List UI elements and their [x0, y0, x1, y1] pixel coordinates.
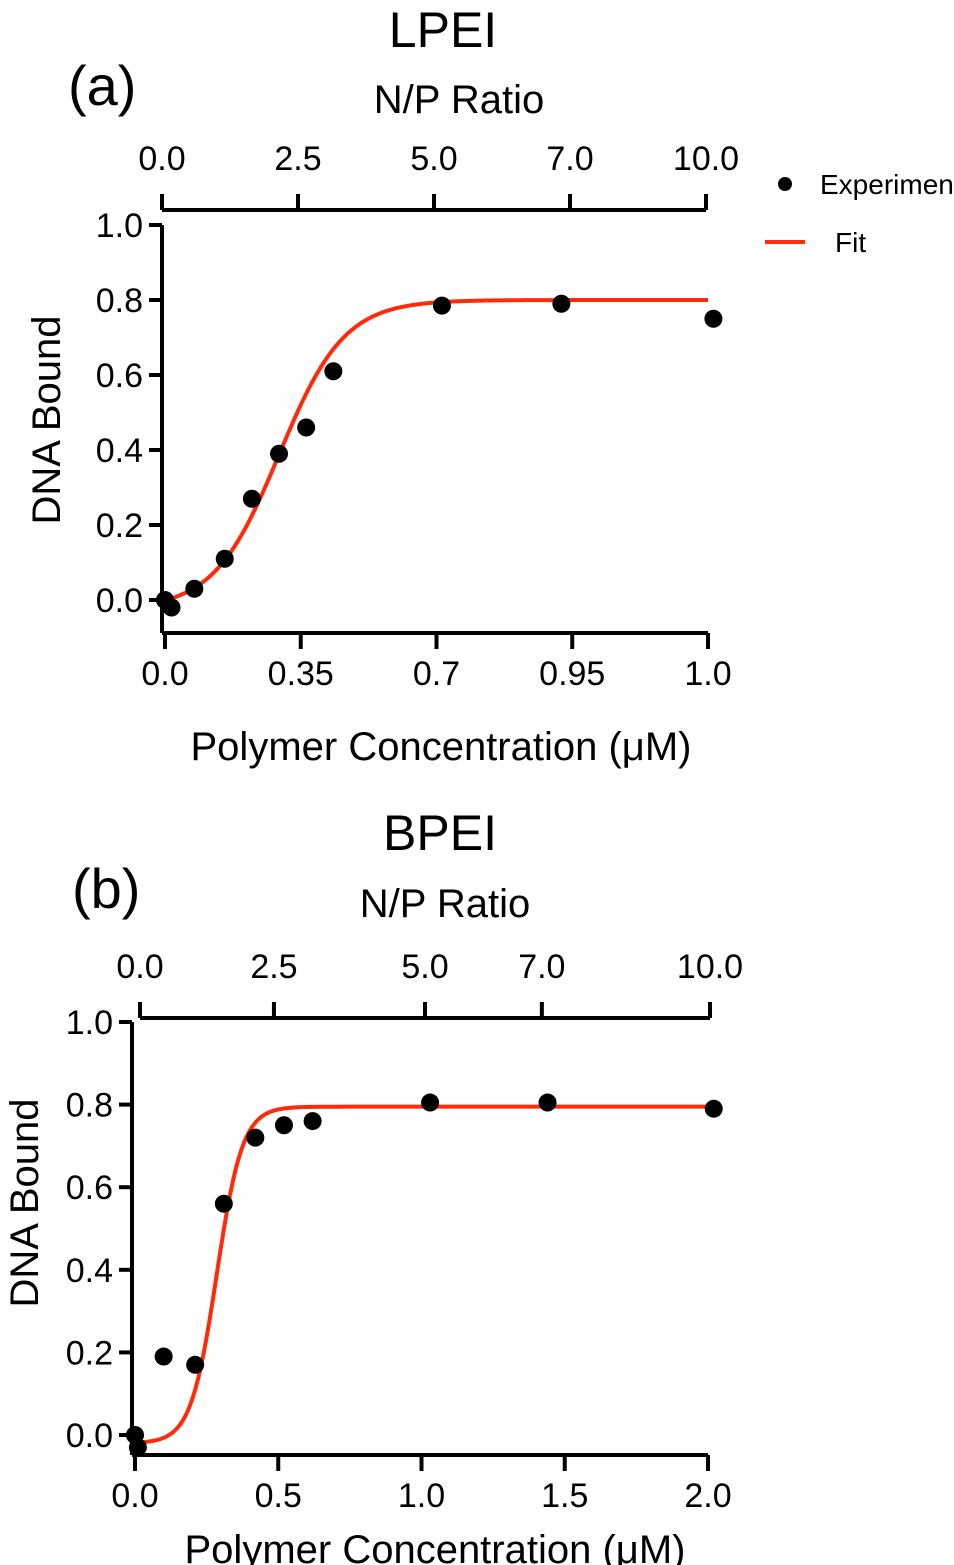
panel-b-label: (b): [72, 857, 140, 920]
panel-a-y-axis-title: DNA Bound: [25, 315, 69, 524]
x-tick-label: 1.0: [684, 655, 731, 693]
legend-fit-label: Fit: [835, 227, 866, 258]
top-tick-label: 0.0: [138, 140, 185, 178]
data-point: [186, 1355, 205, 1374]
x-tick-label: 0.7: [413, 655, 460, 693]
y-tick-label: 0.8: [66, 1087, 113, 1125]
top-tick-label: 0.0: [116, 948, 163, 986]
fit-curve: [164, 298, 708, 603]
x-tick-label: 1.5: [541, 1477, 588, 1515]
y-tick-label: 0.6: [96, 357, 143, 395]
y-tick-label: 1.0: [66, 1004, 113, 1042]
x-tick-label: 0.95: [539, 655, 605, 693]
data-point: [303, 1112, 322, 1131]
panel-a-plot: 0.0 0.2 0.4 0.6 0.8 1.0 0.0 0.35 0.7 0.95 1.0 0.0 2.…: [96, 140, 739, 693]
panel-b-y-axis-title: DNA Bound: [3, 1098, 47, 1307]
panel-a-x-axis-title: Polymer Concentration (μM): [191, 725, 692, 769]
data-point: [128, 1438, 147, 1457]
x-tick-label: 0.0: [141, 655, 188, 693]
panel-b-plot: 0.00.20.40.60.81.00.0 0.5 1.0 1.5 2.00.0 2.5 5…: [66, 948, 743, 1515]
data-point: [324, 362, 343, 381]
top-tick-label: 10.0: [673, 140, 739, 178]
panel-a-label: (a): [68, 54, 136, 117]
data-point: [704, 1099, 723, 1118]
panel-a-title: LPEI: [389, 2, 497, 58]
data-point: [215, 549, 234, 568]
data-point: [297, 418, 316, 437]
top-tick-label: 5.0: [410, 140, 457, 178]
y-tick-label: 1.0: [96, 207, 143, 245]
top-tick-label: 7.0: [546, 140, 593, 178]
data-point: [432, 296, 451, 315]
y-tick-label: 0.4: [96, 432, 143, 470]
data-point: [421, 1093, 440, 1112]
top-tick-label: 2.5: [274, 140, 321, 178]
y-tick-label: 0.6: [66, 1169, 113, 1207]
legend-experiment-label: Experiment: [820, 169, 954, 200]
x-tick-label: 1.0: [398, 1477, 445, 1515]
x-tick-label: 2.0: [684, 1477, 731, 1515]
y-tick-label: 0.8: [96, 282, 143, 320]
x-tick-label: 0.35: [268, 655, 334, 693]
data-point: [162, 598, 181, 617]
data-point: [185, 579, 204, 598]
top-tick-label: 5.0: [401, 948, 448, 986]
x-tick-label: 0.5: [255, 1477, 302, 1515]
data-point: [246, 1128, 265, 1147]
data-point: [214, 1194, 233, 1213]
data-point: [154, 1347, 173, 1366]
data-point: [538, 1093, 557, 1112]
data-point: [242, 489, 261, 508]
panel-a-top-axis-title: N/P Ratio: [374, 78, 544, 122]
data-point: [274, 1116, 293, 1135]
top-tick-label: 7.0: [518, 948, 565, 986]
fit-curve: [134, 1104, 708, 1445]
y-tick-label: 0.2: [96, 507, 143, 545]
data-point: [704, 309, 723, 328]
top-tick-label: 2.5: [250, 948, 297, 986]
panel-b-x-axis-title: Polymer Concentration (μM): [185, 1528, 686, 1565]
y-tick-label: 0.4: [66, 1252, 113, 1290]
panel-b-title: BPEI: [383, 805, 497, 861]
y-tick-label: 0.0: [96, 582, 143, 620]
top-tick-label: 10.0: [677, 948, 743, 986]
legend-experiment-marker: [778, 177, 792, 191]
data-point: [552, 294, 571, 313]
y-tick-label: 0.0: [66, 1417, 113, 1455]
panel-b-top-axis-title: N/P Ratio: [360, 882, 530, 926]
data-point: [270, 444, 289, 463]
plot-layer: 0.00.20.40.60.81.00.0 0.35 0.7 0.95 1.00.0 2.…: [66, 140, 743, 1515]
y-tick-label: 0.2: [66, 1334, 113, 1372]
x-tick-label: 0.0: [111, 1477, 158, 1515]
